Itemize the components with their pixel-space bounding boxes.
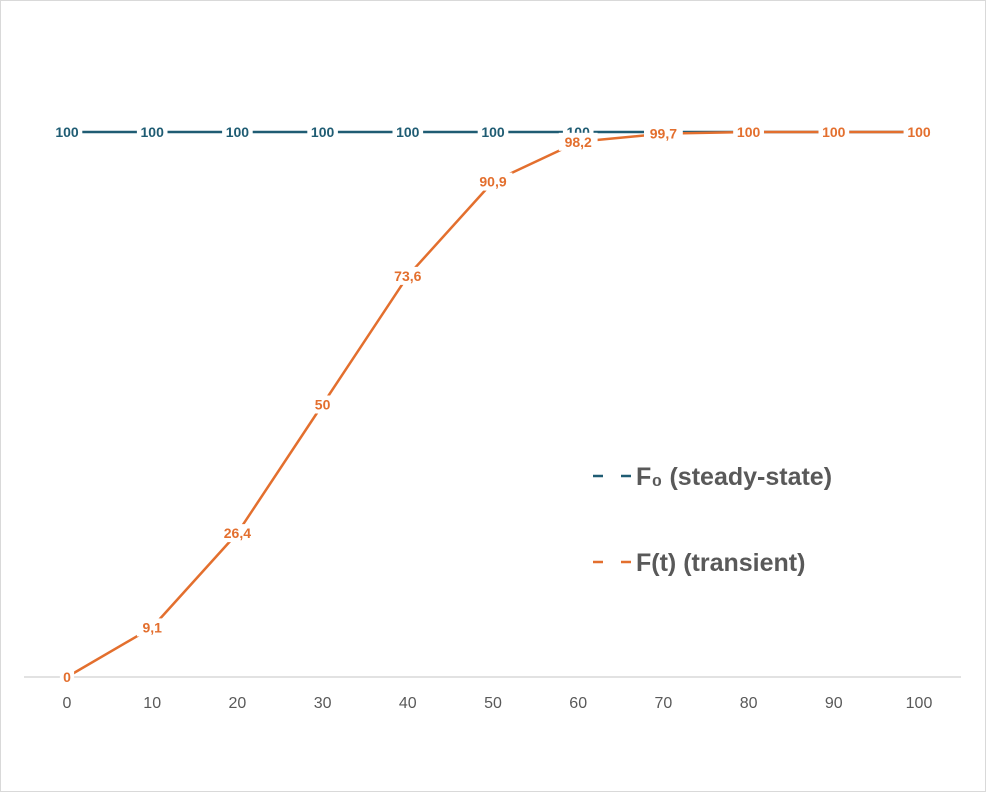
data-label-bg: [644, 124, 683, 143]
x-tick-label: 10: [143, 695, 161, 712]
x-tick-label: 30: [314, 695, 332, 712]
data-label: 100: [907, 124, 931, 140]
data-label-bg: [136, 618, 168, 637]
data-label: 100: [396, 124, 420, 140]
data-label-bg: [388, 266, 428, 285]
data-label: 90,9: [479, 174, 506, 190]
data-label: 100: [737, 124, 761, 140]
legend: F₀ (steady-state) F(t) (transient): [593, 463, 832, 577]
data-label: 50: [315, 397, 331, 413]
legend-label: F(t) (transient): [636, 549, 805, 577]
data-label-bg: [307, 123, 338, 141]
data-label: 100: [226, 124, 250, 140]
x-tick-label: 50: [484, 695, 502, 712]
x-tick-label: 0: [63, 695, 72, 712]
data-label-bg: [473, 172, 513, 191]
legend-label: F₀ (steady-state): [636, 463, 832, 491]
data-label-bg: [558, 132, 598, 151]
x-tick-label: 80: [740, 695, 758, 712]
data-labels: 10010010010010010010010010010010009,126,…: [51, 123, 935, 686]
x-tick-label: 20: [229, 695, 247, 712]
data-label-bg: [392, 123, 424, 141]
data-label-bg: [903, 123, 935, 141]
data-label: 0: [63, 669, 71, 685]
x-tick-label: 70: [655, 695, 673, 712]
series-line-1: [65, 130, 921, 679]
data-label: 98,2: [565, 134, 592, 150]
data-label-bg: [218, 524, 257, 543]
x-tick-label: 60: [569, 695, 587, 712]
data-label: 100: [55, 124, 79, 140]
x-tick-label: 100: [906, 695, 933, 712]
x-tick-label: 40: [399, 695, 417, 712]
x-tick-label: 90: [825, 695, 843, 712]
plot-area: [65, 130, 921, 679]
data-label: 100: [481, 124, 505, 140]
data-label: 100: [311, 124, 335, 140]
data-label: 100: [141, 124, 165, 140]
data-label-bg: [51, 123, 83, 141]
data-label-bg: [477, 123, 509, 141]
data-label-bg: [733, 123, 764, 141]
data-label-bg: [136, 123, 168, 141]
data-label-bg: [59, 668, 75, 686]
data-label: 73,6: [394, 268, 421, 284]
data-label: 9,1: [142, 619, 162, 635]
data-label: 100: [822, 124, 846, 140]
data-label: 26,4: [224, 525, 251, 541]
data-label-bg: [222, 123, 253, 141]
x-axis: 0 10 20 30 40 50 60 70 80 90 100: [24, 676, 961, 712]
data-label: 99,7: [650, 126, 677, 142]
data-label-bg: [311, 395, 334, 414]
data-label-bg: [818, 123, 850, 141]
